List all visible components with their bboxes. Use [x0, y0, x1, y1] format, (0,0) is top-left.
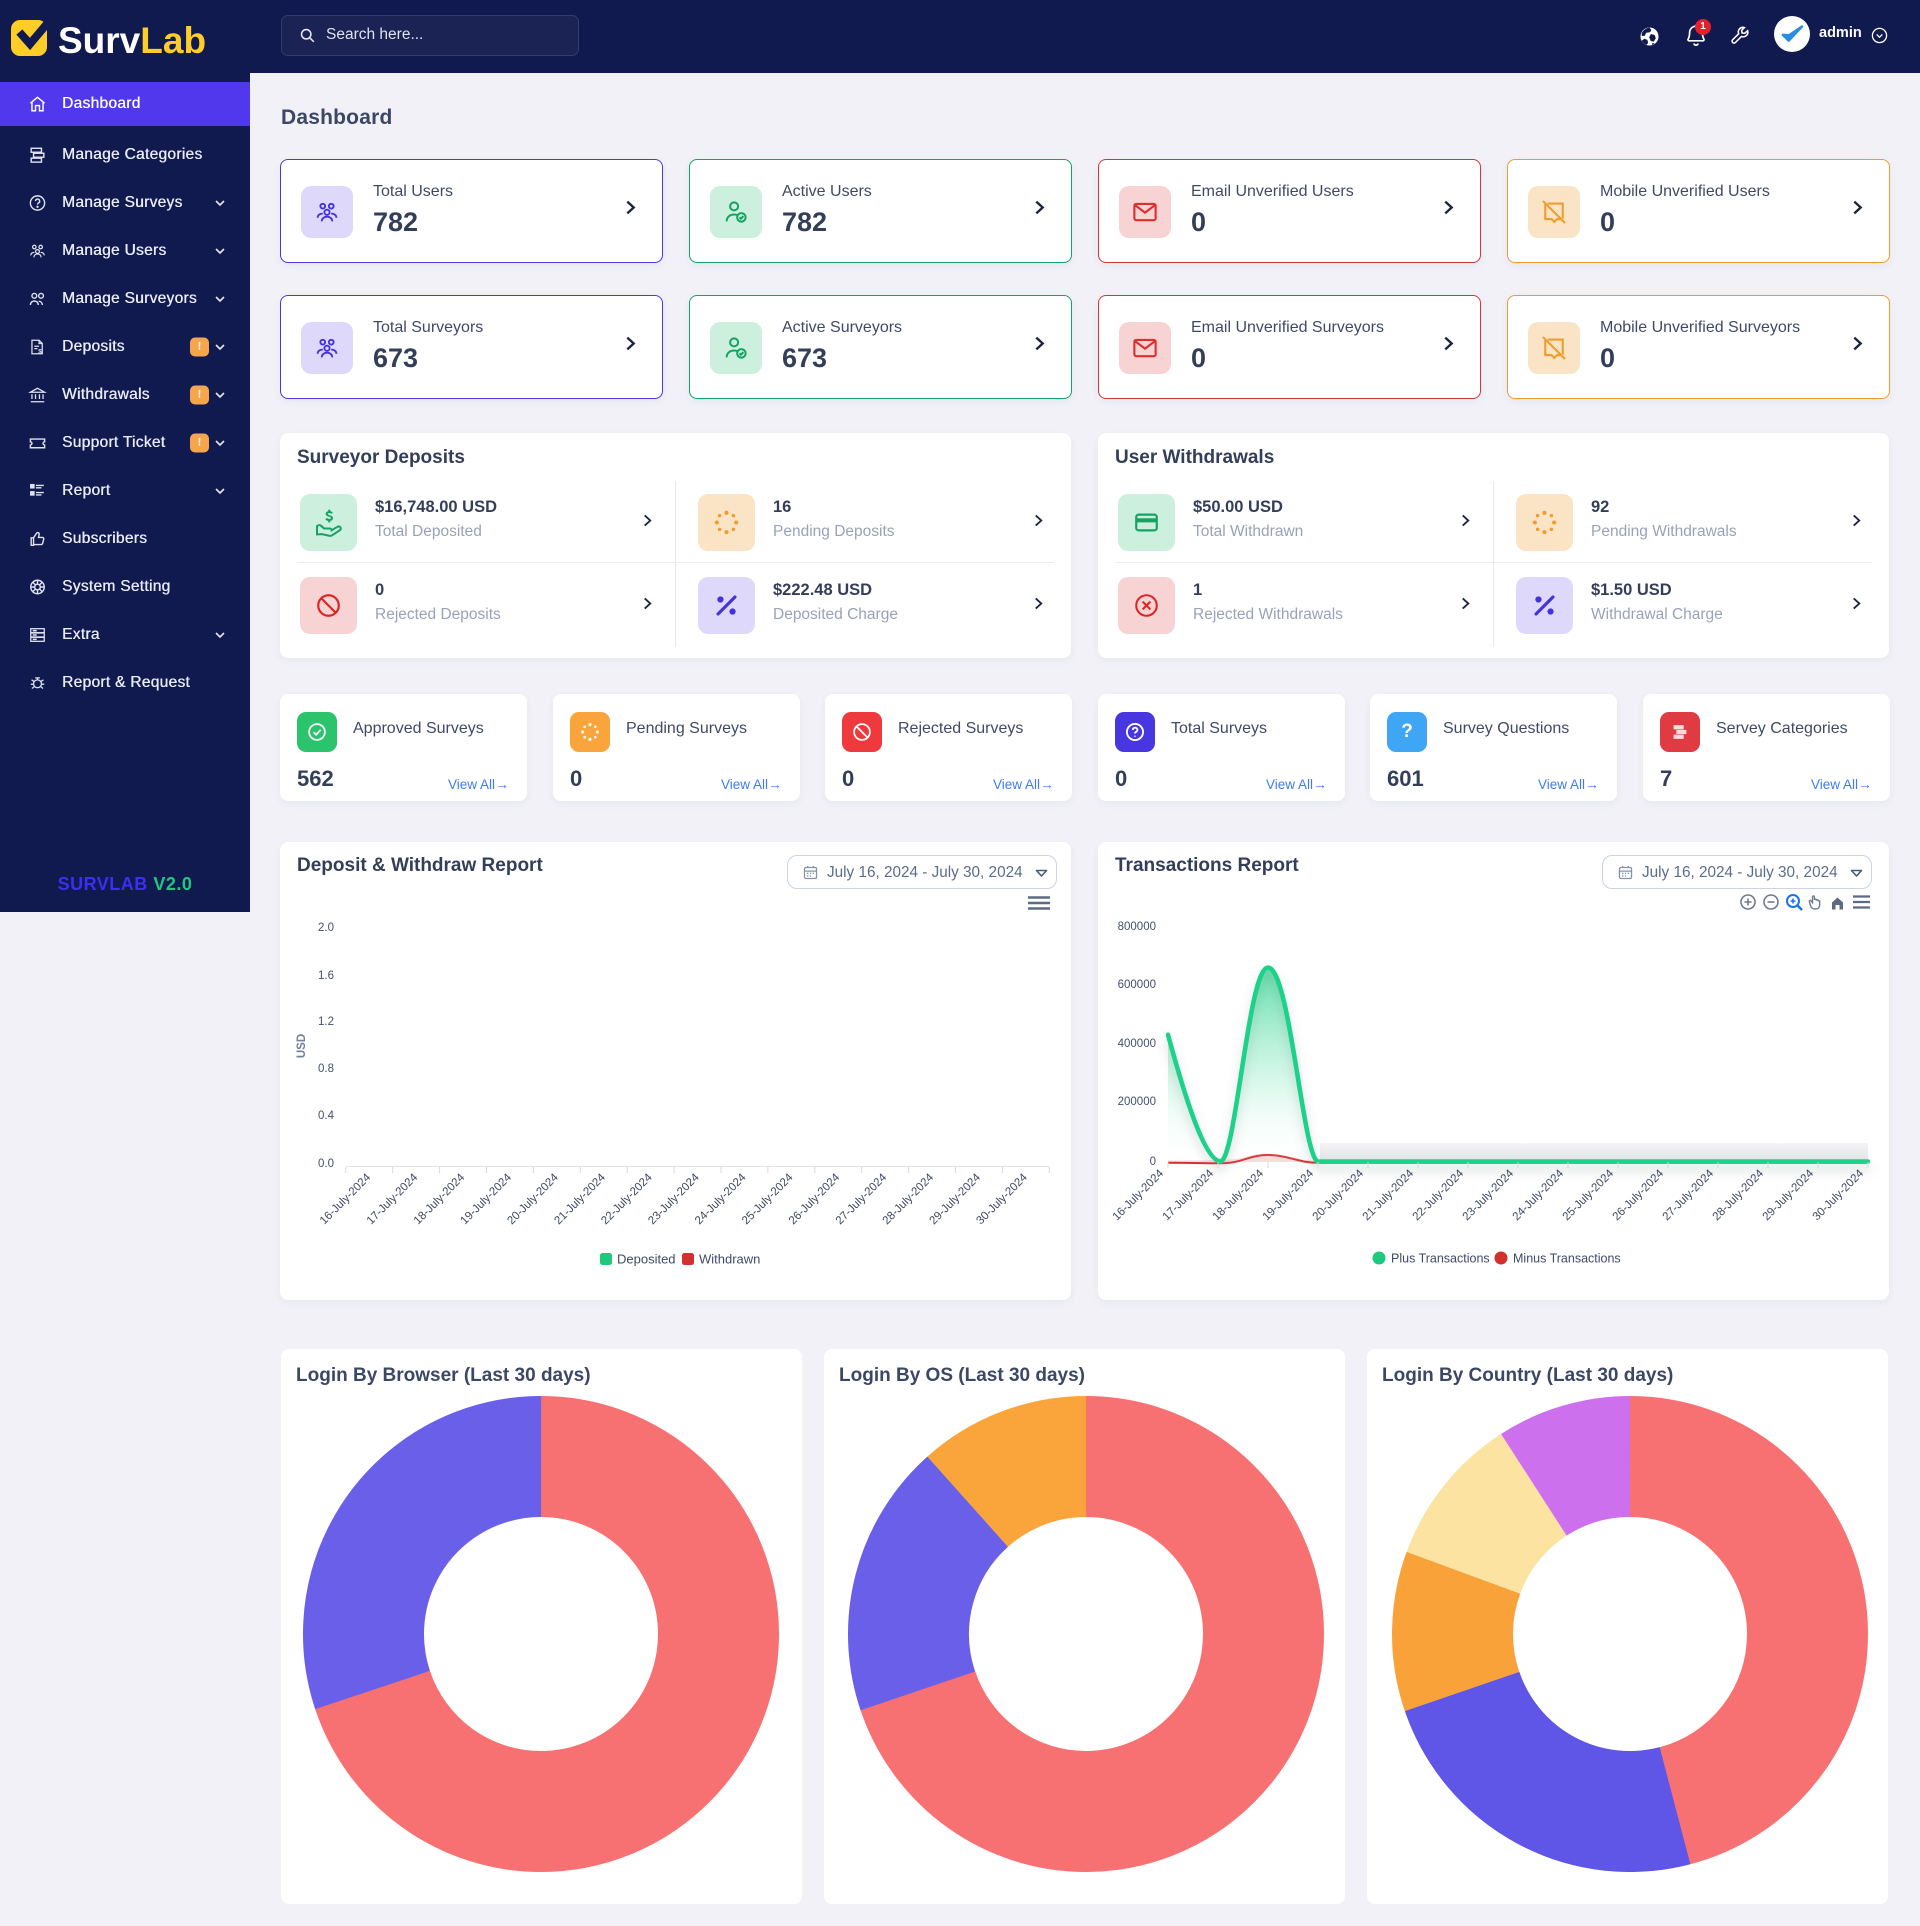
svg-text:16-July-2024: 16-July-2024: [1111, 1167, 1167, 1223]
svg-text:800000: 800000: [1118, 921, 1156, 933]
svg-text:$: $: [38, 349, 42, 356]
svg-text:29-July-2024: 29-July-2024: [1761, 1167, 1817, 1223]
svg-text:Deposited: Deposited: [617, 1252, 676, 1267]
svg-text:0.0: 0.0: [318, 1158, 334, 1170]
svg-text:19-July-2024: 19-July-2024: [1261, 1167, 1317, 1223]
svg-text:22-July-2024: 22-July-2024: [1411, 1167, 1467, 1223]
svg-text:1.6: 1.6: [318, 970, 334, 982]
svg-text:Plus Transactions: Plus Transactions: [1391, 1252, 1490, 1266]
svg-text:25-July-2024: 25-July-2024: [1561, 1167, 1617, 1223]
svg-text:20-July-2024: 20-July-2024: [1311, 1167, 1367, 1223]
svg-text:2.0: 2.0: [318, 922, 334, 934]
svg-text:21-July-2024: 21-July-2024: [1361, 1167, 1417, 1223]
svg-text:30-July-2024: 30-July-2024: [974, 1171, 1030, 1227]
svg-text:0: 0: [1150, 1156, 1156, 1168]
svg-text:USD: USD: [296, 1034, 308, 1058]
svg-text:Withdrawn: Withdrawn: [699, 1252, 760, 1267]
svg-text:200000: 200000: [1118, 1096, 1156, 1108]
svg-text:0.8: 0.8: [318, 1063, 334, 1075]
svg-text:26-July-2024: 26-July-2024: [1611, 1167, 1667, 1223]
svg-text:0.4: 0.4: [318, 1110, 335, 1122]
svg-text:30-July-2024: 30-July-2024: [1811, 1167, 1867, 1223]
svg-text:600000: 600000: [1118, 979, 1156, 991]
svg-text:1.2: 1.2: [318, 1016, 334, 1028]
svg-text:18-July-2024: 18-July-2024: [1211, 1167, 1267, 1223]
svg-text:Minus Transactions: Minus Transactions: [1513, 1252, 1621, 1266]
svg-text:28-July-2024: 28-July-2024: [1711, 1167, 1767, 1223]
svg-text:17-July-2024: 17-July-2024: [1161, 1167, 1217, 1223]
svg-text:24-July-2024: 24-July-2024: [1511, 1167, 1567, 1223]
svg-text:27-July-2024: 27-July-2024: [1661, 1167, 1717, 1223]
svg-text:23-July-2024: 23-July-2024: [1461, 1167, 1517, 1223]
svg-text:400000: 400000: [1118, 1038, 1156, 1050]
